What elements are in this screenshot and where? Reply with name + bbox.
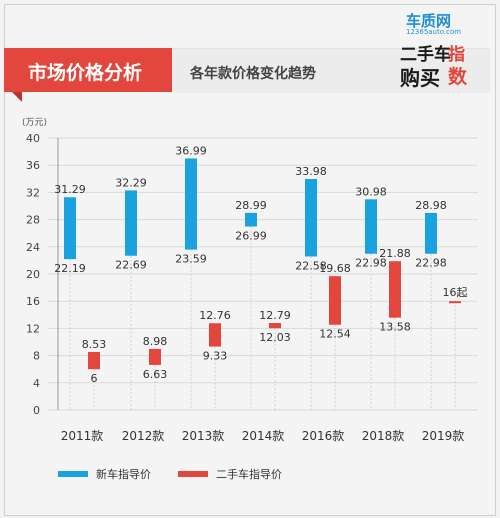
x-tick-label-0: 2011款 xyxy=(61,429,104,443)
bar-used-3 xyxy=(269,323,281,329)
logo-site-name: 车质网 xyxy=(406,12,452,30)
label-new-low-1: 22.69 xyxy=(115,259,147,272)
bar-new-6 xyxy=(425,212,437,254)
y-tick-label-4: 4 xyxy=(33,377,40,390)
logo-tag-2: 购买 xyxy=(400,66,440,90)
label-new-high-3: 28.99 xyxy=(235,199,267,212)
x-tick-label-4: 2016款 xyxy=(302,429,345,443)
legend-label-new: 新车指导价 xyxy=(96,468,151,481)
bar-new-3 xyxy=(245,212,257,227)
legend-swatch-new xyxy=(58,471,88,477)
label-used-high-3: 12.79 xyxy=(259,309,291,322)
label-new-high-4: 33.98 xyxy=(295,165,327,178)
legend-swatch-used xyxy=(178,471,208,477)
y-axis-unit: (万元) xyxy=(22,118,47,128)
bar-used-2 xyxy=(209,323,221,347)
label-used-high-6: 16起 xyxy=(443,286,468,299)
bar-used-5 xyxy=(389,261,401,318)
label-new-low-5: 22.98 xyxy=(355,257,387,270)
logo-tag-1: 二手车 xyxy=(400,45,451,65)
y-tick-label-24: 24 xyxy=(26,241,40,254)
legend-new-car: 新车指导价 xyxy=(58,466,151,482)
y-tick-label-16: 16 xyxy=(26,295,40,308)
x-tick-label-5: 2018款 xyxy=(362,429,405,443)
legend-label-used: 二手车指导价 xyxy=(216,468,282,481)
logo-tag-4: 数 xyxy=(448,66,468,88)
y-tick-label-36: 36 xyxy=(26,159,40,172)
label-new-high-6: 28.98 xyxy=(415,199,447,212)
bar-new-1 xyxy=(125,190,137,256)
label-new-low-4: 22.58 xyxy=(295,259,327,272)
label-new-low-0: 22.19 xyxy=(54,262,86,275)
legend-used-car: 二手车指导价 xyxy=(178,466,282,482)
logo-tag-3: 指 xyxy=(448,45,465,65)
label-used-high-1: 8.98 xyxy=(143,335,168,348)
label-used-high-0: 8.53 xyxy=(82,338,107,351)
header-banner xyxy=(4,48,172,92)
x-tick-label-6: 2019款 xyxy=(422,429,465,443)
y-tick-label-40: 40 xyxy=(26,132,40,145)
label-new-low-3: 26.99 xyxy=(235,229,267,242)
label-new-high-2: 36.99 xyxy=(175,144,207,157)
label-used-high-5: 21.88 xyxy=(379,247,411,260)
label-used-low-3: 12.03 xyxy=(259,331,291,344)
label-new-low-2: 23.59 xyxy=(175,253,207,266)
label-used-low-2: 9.33 xyxy=(203,350,228,363)
y-tick-label-0: 0 xyxy=(33,404,40,417)
bar-new-0 xyxy=(64,197,76,260)
bar-used-4 xyxy=(329,276,341,325)
range-bar-chart: (万元) 0 4 8 12 16 20 24 28 32 36 40 31.29 22.19 8.53 6 20… xyxy=(22,118,478,443)
label-new-high-1: 32.29 xyxy=(115,176,147,189)
bar-used-6 xyxy=(449,301,461,304)
label-new-low-6: 22.98 xyxy=(415,257,447,270)
bar-used-0 xyxy=(88,351,100,370)
x-tick-label-1: 2012款 xyxy=(122,429,165,443)
page-title: 市场价格分析 xyxy=(28,62,143,84)
label-used-low-0: 6 xyxy=(91,372,98,385)
bar-new-2 xyxy=(185,158,197,250)
label-new-high-5: 30.98 xyxy=(355,185,387,198)
brand-logo: 车质网 12365auto.com 二手车 购买 指 数 xyxy=(392,6,496,96)
page-subtitle: 各年款价格变化趋势 xyxy=(190,66,316,82)
bar-new-4 xyxy=(305,178,317,257)
label-used-high-2: 12.76 xyxy=(199,309,231,322)
label-used-low-4: 12.54 xyxy=(319,328,351,341)
bar-used-1 xyxy=(149,348,161,365)
header-notch xyxy=(12,92,22,102)
label-new-high-0: 31.29 xyxy=(54,183,86,196)
y-tick-label-12: 12 xyxy=(26,322,40,335)
y-tick-label-8: 8 xyxy=(33,350,40,363)
logo-url: 12365auto.com xyxy=(406,28,462,36)
x-tick-label-3: 2014款 xyxy=(242,429,285,443)
label-used-low-1: 6.63 xyxy=(143,368,168,381)
bar-new-5 xyxy=(365,199,377,254)
label-used-low-5: 13.58 xyxy=(379,321,411,334)
x-tick-label-2: 2013款 xyxy=(182,429,225,443)
y-tick-label-28: 28 xyxy=(26,214,40,227)
header-subtitle-bar xyxy=(172,48,490,93)
label-used-high-4: 19.68 xyxy=(319,262,351,275)
y-tick-label-20: 20 xyxy=(26,268,40,281)
y-tick-label-32: 32 xyxy=(26,186,40,199)
